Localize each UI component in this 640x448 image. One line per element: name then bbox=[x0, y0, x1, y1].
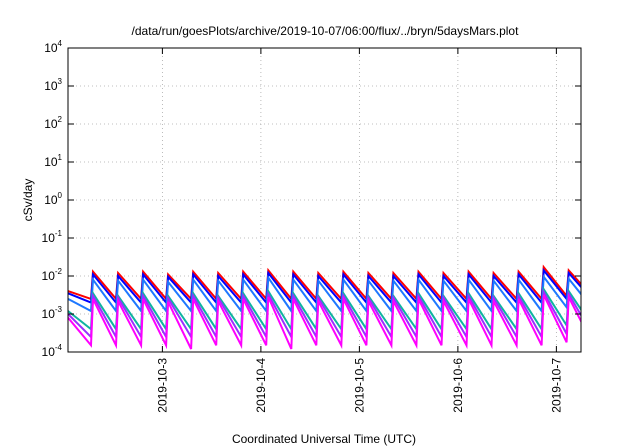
x-ticks: 2019-10-3 2019-10-4 2019-10-5 2019-10-6 2019… bbox=[155, 48, 563, 413]
y-tick-label: 102 bbox=[44, 115, 62, 131]
x-tick-label: 2019-10-3 bbox=[155, 358, 169, 413]
y-tick-label: 103 bbox=[44, 77, 62, 93]
y-tick-label: 10-2 bbox=[42, 267, 63, 283]
series-line-5 bbox=[68, 288, 581, 341]
x-axis-label: Coordinated Universal Time (UTC) bbox=[232, 432, 416, 446]
y-axis-label: cSv/day bbox=[21, 179, 35, 222]
x-tick-label: 2019-10-7 bbox=[549, 358, 563, 413]
y-tick-label: 104 bbox=[44, 39, 62, 55]
x-tick-label: 2019-10-4 bbox=[254, 358, 268, 413]
y-tick-label: 100 bbox=[44, 191, 62, 207]
chart-title: /data/run/goesPlots/archive/2019-10-07/0… bbox=[132, 24, 520, 38]
y-tick-label: 101 bbox=[44, 153, 62, 169]
y-tick-label: 10-4 bbox=[42, 343, 63, 359]
x-tick-label: 2019-10-6 bbox=[451, 358, 465, 413]
y-ticks: 10-4 10-3 10-2 10-1 100 101 102 103 104 bbox=[42, 39, 581, 359]
series-line-6 bbox=[68, 293, 581, 350]
y-tick-label: 10-1 bbox=[42, 229, 63, 245]
x-tick-label: 2019-10-5 bbox=[352, 358, 366, 413]
series-group bbox=[68, 264, 581, 350]
y-tick-label: 10-3 bbox=[42, 305, 63, 321]
